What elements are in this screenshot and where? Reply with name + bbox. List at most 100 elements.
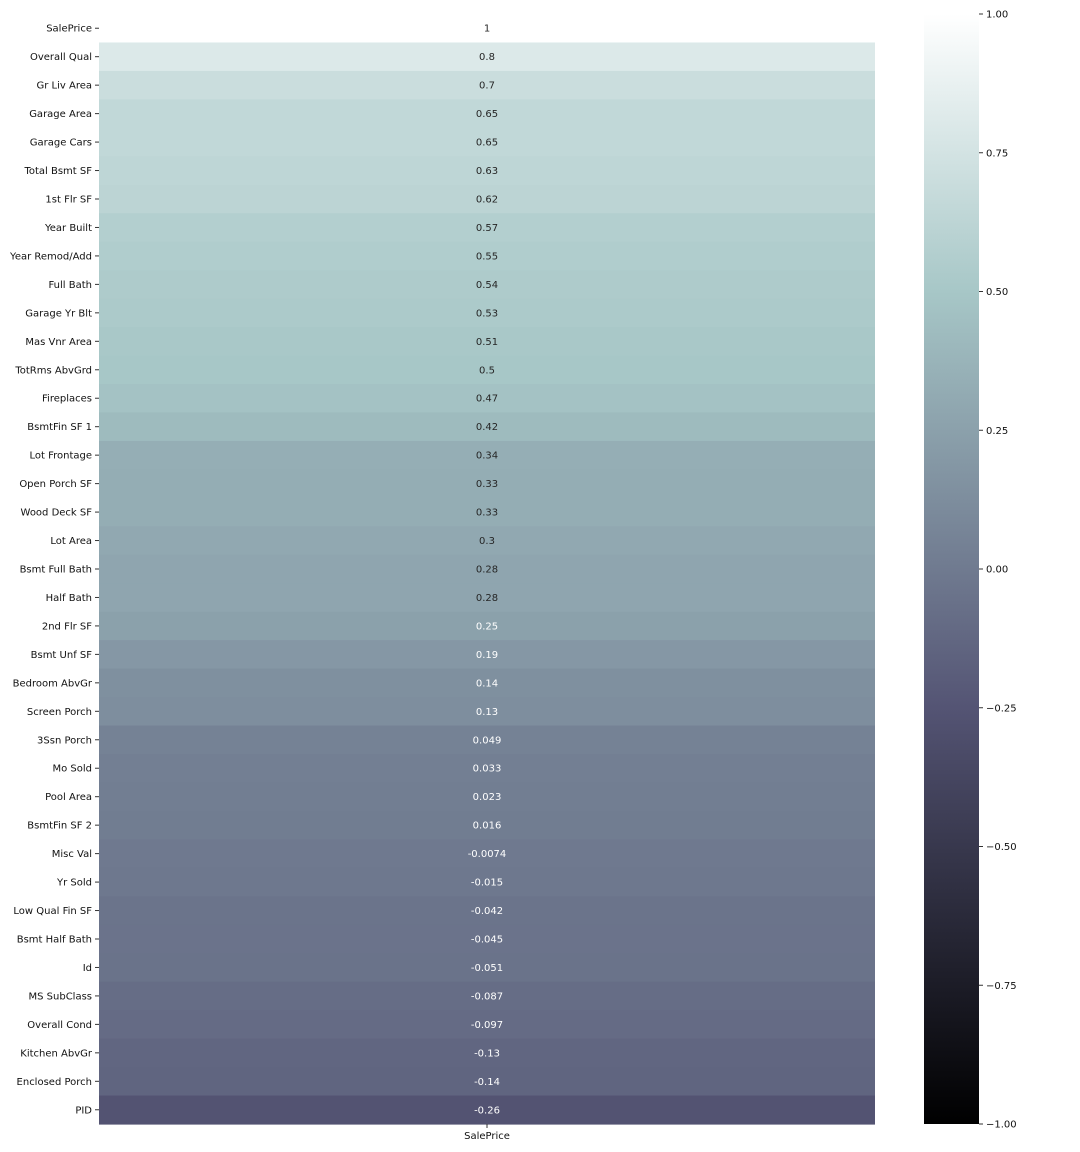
colorbar-tick-label: 0.50 [986,287,1008,298]
y-tick-label: Mo Sold [52,764,92,775]
cell-value-label: 0.023 [473,792,502,803]
heatmap-cell [99,241,875,271]
y-tick-label: Fireplaces [42,394,92,405]
y-tick-label: 3Ssn Porch [37,735,92,746]
cell-value-label: -0.0074 [468,849,507,860]
y-tick-label: 1st Flr SF [45,195,92,206]
y-tick-label: MS SubClass [29,991,93,1002]
y-tick-label: Full Bath [48,280,92,291]
y-tick-label: Kitchen AbvGr [20,1048,93,1059]
heatmap-cell [99,924,875,954]
heatmap-cell [99,327,875,357]
colorbar-tick-label: −1.00 [986,1120,1017,1131]
cell-value-label: 0.65 [476,109,498,120]
y-tick-label: Id [83,963,92,974]
y-tick-label: Garage Cars [30,138,92,149]
cell-value-label: 0.3 [479,536,495,547]
y-tick-label: 2nd Flr SF [42,621,92,632]
heatmap-cell [99,213,875,243]
cell-value-label: 0.42 [476,422,498,433]
cell-value-label: -0.14 [474,1077,500,1088]
heatmap-cell [99,810,875,840]
cell-value-label: 0.14 [476,678,498,689]
heatmap-cell [99,384,875,414]
cell-value-label: 0.65 [476,138,498,149]
cell-value-label: 0.62 [476,195,498,206]
colorbar-gradient [924,14,979,1124]
cell-value-label: -0.13 [474,1048,500,1059]
colorbar-tick-label: 1.00 [986,10,1008,21]
heatmap-cell [99,1038,875,1068]
heatmap-cell [99,440,875,470]
cell-value-label: 0.7 [479,81,495,92]
y-tick-label: Lot Frontage [29,451,92,462]
cell-value-label: 0.55 [476,251,498,262]
cell-value-label: -0.045 [471,935,503,946]
y-tick-label: Bsmt Unf SF [31,650,93,661]
heatmap-cell [99,668,875,698]
heatmap-cell [99,412,875,442]
y-tick-label: Yr Sold [56,878,92,889]
cell-value-label: 0.47 [476,394,498,405]
cell-value-label: 0.53 [476,308,498,319]
y-tick-label: PID [75,1105,92,1116]
heatmap-cell [99,14,875,44]
heatmap-cell [99,583,875,613]
y-tick-label: BsmtFin SF 2 [27,821,92,832]
y-tick-label: Low Qual Fin SF [13,906,92,917]
cell-value-label: 0.049 [473,735,502,746]
cell-value-label: -0.042 [471,906,503,917]
cell-value-label: 0.54 [476,280,498,291]
y-tick-label: Enclosed Porch [17,1077,92,1088]
cell-value-label: -0.26 [474,1105,500,1116]
y-tick-label: Gr Liv Area [37,81,93,92]
heatmap-cell [99,355,875,385]
heatmap-cell [99,156,875,186]
heatmap-cell [99,127,875,157]
y-tick-label: SalePrice [46,24,92,35]
heatmap-cell [99,981,875,1011]
y-tick-label: Year Built [44,223,92,234]
heatmap-cell [99,1067,875,1097]
cell-value-label: 0.13 [476,707,498,718]
cell-value-label: -0.015 [471,878,503,889]
row-labels: SalePrice Overall Qual Gr Liv Area Garage A… [9,24,99,1116]
y-tick-label: BsmtFin SF 1 [27,422,92,433]
cell-value-label: -0.097 [471,1020,503,1031]
y-tick-label: Open Porch SF [19,479,92,490]
y-tick-label: Pool Area [45,792,92,803]
heatmap-cell [99,697,875,727]
y-tick-label: Misc Val [52,849,92,860]
heatmap-cell [99,782,875,812]
heatmap-cell [99,554,875,584]
cell-value-label: 0.8 [479,52,495,63]
heatmap-cell [99,953,875,983]
colorbar-tick-label: 0.75 [986,148,1008,159]
colorbar: 1.00 0.75 0.50 0.25 0.00 −0.25 −0.50 −0.75 −1.00 [924,10,1017,1131]
heatmap-cell [99,754,875,784]
cell-value-label: 0.33 [476,508,498,519]
y-tick-label: Bedroom AbvGr [13,678,93,689]
heatmap-cell [99,99,875,129]
cell-value-label: 1 [484,24,490,35]
y-tick-label: Garage Area [29,109,92,120]
colorbar-tick-label: 0.00 [986,565,1008,576]
cell-value-label: 0.5 [479,365,495,376]
y-tick-label: Total Bsmt SF [23,166,92,177]
cell-value-label: 0.28 [476,565,498,576]
heatmap-cell [99,640,875,670]
heatmap-cell [99,1010,875,1040]
colorbar-tick-label: 0.25 [986,426,1008,437]
y-tick-label: Half Bath [46,593,92,604]
y-tick-label: Bsmt Half Bath [17,935,92,946]
y-tick-label: Year Remod/Add [9,251,92,262]
y-tick-label: Overall Cond [27,1020,92,1031]
cell-value-label: 0.34 [476,451,498,462]
y-tick-label: Garage Yr Blt [25,308,92,319]
cell-value-label: 0.19 [476,650,498,661]
cell-value-label: 0.63 [476,166,498,177]
heatmap-cell [99,526,875,556]
heatmap-cell [99,839,875,869]
heatmap-cell [99,42,875,72]
